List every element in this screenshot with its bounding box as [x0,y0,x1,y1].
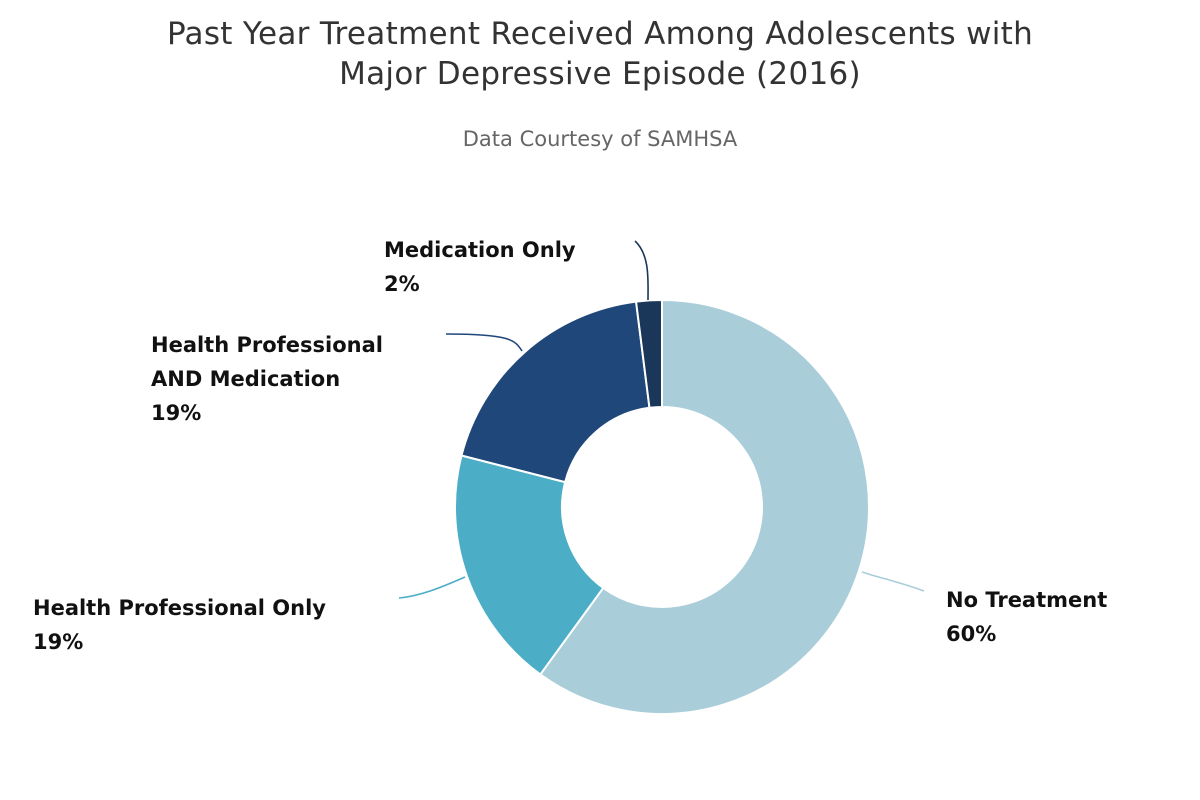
data-label-no-treatment: No Treatment 60% [946,588,1107,646]
value-label-health-professional-and-medication: 19% [151,401,201,425]
connector-medication-only [634,240,649,301]
slice-health-professional-and-medication[interactable] [460,300,651,484]
data-label-medication-only: Medication Only 2% [384,238,576,296]
connector-health-professional-and-medication [445,333,523,352]
name-label-medication-only: Medication Only [384,238,576,262]
value-label-medication-only: 2% [384,272,420,296]
name-label-health-professional-and-medication: Health Professional [151,333,383,357]
value-label-no-treatment: 60% [946,622,996,646]
slice-medication-only[interactable] [635,299,663,409]
slice-no-treatment[interactable] [539,299,870,715]
connectors-layer [398,240,925,599]
chart-title-line-2: Major Depressive Episode (2016) [339,56,861,92]
chart-title-line-1: Past Year Treatment Received Among Adole… [166,16,1034,52]
value-label-health-professional-only: 19% [33,630,83,654]
slice-health-professional-only[interactable] [454,454,605,676]
data-label-health-professional-only: Health Professional Only 19% [33,596,326,654]
chart-subtitle: Data Courtesy of SAMHSA [462,127,738,151]
connector-health-professional-only [398,576,466,599]
chart-title: Past Year Treatment Received Among Adole… [0,14,1200,94]
data-label-health-professional-and-medication: Health Professional AND Medication 19% [151,333,383,425]
name-label-health-professional-only: Health Professional Only [33,596,326,620]
name-label-health-professional-and-medication: AND Medication [151,367,340,391]
slices-layer [454,299,870,715]
labels-layer: No Treatment 60% Health Professional Only 1… [33,238,1107,654]
connector-no-treatment [861,571,925,592]
name-label-no-treatment: No Treatment [946,588,1107,612]
